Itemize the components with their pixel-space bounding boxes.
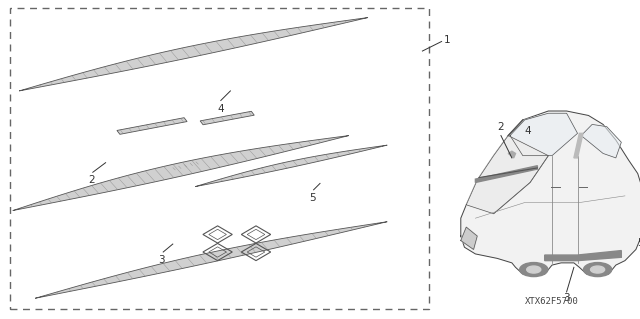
Circle shape (584, 263, 612, 277)
Polygon shape (476, 166, 538, 182)
Text: 4: 4 (524, 126, 531, 136)
Polygon shape (35, 222, 387, 298)
Polygon shape (200, 111, 254, 125)
Text: 4: 4 (218, 104, 224, 114)
Polygon shape (545, 251, 621, 261)
Circle shape (520, 263, 548, 277)
Polygon shape (510, 113, 577, 156)
Circle shape (591, 266, 605, 273)
Text: 5: 5 (309, 193, 316, 203)
Polygon shape (117, 118, 187, 134)
Polygon shape (195, 145, 387, 187)
Polygon shape (19, 18, 368, 91)
Polygon shape (467, 136, 548, 214)
Polygon shape (13, 136, 349, 211)
Text: 3: 3 (159, 255, 165, 265)
Text: 1: 1 (444, 35, 451, 45)
Polygon shape (508, 151, 516, 158)
Text: 3: 3 (563, 293, 570, 303)
Text: 5: 5 (637, 238, 640, 248)
Polygon shape (574, 133, 583, 158)
Text: 2: 2 (498, 122, 504, 132)
Polygon shape (461, 111, 640, 276)
Polygon shape (172, 161, 200, 170)
Text: 2: 2 (88, 175, 95, 185)
Text: XTX62F5700: XTX62F5700 (525, 297, 579, 306)
Polygon shape (461, 227, 477, 249)
Circle shape (527, 266, 541, 273)
Polygon shape (581, 124, 621, 158)
